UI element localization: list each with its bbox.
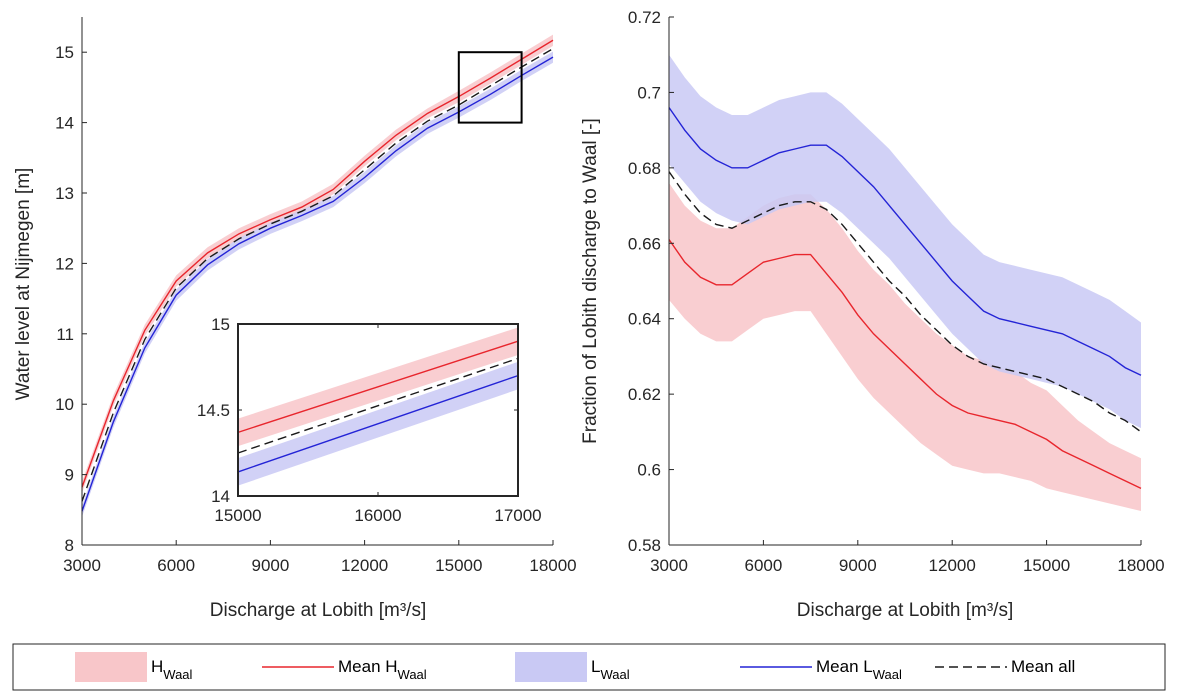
legend-swatch-0 [75,652,147,682]
right-xtick-label: 6000 [744,556,782,575]
inset-line-1 [237,374,519,473]
right-ytick-label: 0.66 [628,234,661,253]
left-axes: 3000 6000 9000 12000 15000 180008910111213141… [55,17,577,575]
legend-subscript-2: Waal [600,667,629,682]
zoom-box [457,51,523,124]
left-lines [81,39,554,512]
right-ytick-label: 0.62 [628,385,661,404]
right-xtick-label: 3000 [650,556,688,575]
left-xlabel: Discharge at Lobith [m³/s] [210,600,426,621]
inset-line-2 [237,357,519,454]
legend: HWaal Mean HWaal LWaal Mean LWaal Mean all [12,643,1166,691]
inset-xtick-label: 15000 [214,506,261,525]
right-ytick-label: 0.7 [637,83,661,102]
left-ytick-label: 13 [55,184,74,203]
left-ylabel: Water level at Nijmegen [m] [13,168,34,401]
left-ytick-label: 8 [65,536,74,555]
left-ytick-label: 15 [55,43,74,62]
right-plot: 3000 6000 9000 12000 15000 18000 0.58 0.6 0.62 0.… [580,8,1165,621]
inset-xtick-label: 17000 [494,506,541,525]
inset-xtick-label: 16000 [354,506,401,525]
inset-lines [237,340,519,473]
left-xtick-label: 9000 [251,556,289,575]
right-ylabel: Fraction of Lobith discharge to Waal [-] [580,118,601,444]
legend-subscript-0: Waal [163,667,192,682]
right-xlabel: Discharge at Lobith [m³/s] [797,600,1013,621]
inset-ytick-label: 14.5 [197,401,230,420]
left-plot: 3000 6000 9000 12000 15000 180008910111213141… [13,17,577,621]
legend-box [12,643,1166,691]
left-xtick-label: 3000 [63,556,101,575]
right-ytick-label: 0.64 [628,310,661,329]
inset-plot: 15000 16000 17000 14 14.5 15 [197,315,542,525]
right-band-1 [669,54,1141,429]
left-ytick-label: 9 [65,466,74,485]
left-line-0 [81,39,554,488]
left-ytick-label: 12 [55,254,74,273]
right-bands [669,54,1141,512]
right-line-2 [668,171,1142,433]
inset-axes: 15000 16000 17000 14 14.5 15 [197,315,542,525]
legend-subscript-1: Waal [398,667,427,682]
right-line-1 [668,107,1142,376]
right-xtick-label: 15000 [1023,556,1070,575]
left-xtick-label: 15000 [435,556,482,575]
right-line-0 [668,239,1142,490]
left-xtick-label: 12000 [341,556,388,575]
right-ytick-label: 0.72 [628,8,661,27]
right-ytick-label: 0.58 [628,536,661,555]
legend-subscript-3: Waal [873,667,902,682]
right-xtick-label: 9000 [839,556,877,575]
right-band-0 [669,182,1141,512]
left-xtick-label: 18000 [529,556,576,575]
left-line-1 [81,56,554,512]
left-xtick-label: 6000 [157,556,195,575]
right-lines [668,107,1142,490]
legend-label-4: Mean all [1011,657,1075,676]
left-ytick-label: 11 [56,325,74,344]
inset-ytick-label: 15 [211,315,230,334]
right-ytick-label: 0.6 [637,461,661,480]
left-ytick-label: 14 [55,114,74,133]
right-xtick-label: 18000 [1117,556,1164,575]
inset-line-0 [237,340,519,434]
left-ytick-label: 10 [55,395,74,414]
right-ytick-label: 0.68 [628,159,661,178]
right-axes: 3000 6000 9000 12000 15000 18000 0.58 0.6 0.62 0.… [628,8,1165,575]
legend-swatch-2 [515,652,587,682]
right-xtick-label: 12000 [929,556,976,575]
inset-ytick-label: 14 [211,487,230,506]
left-line-2 [81,48,554,502]
